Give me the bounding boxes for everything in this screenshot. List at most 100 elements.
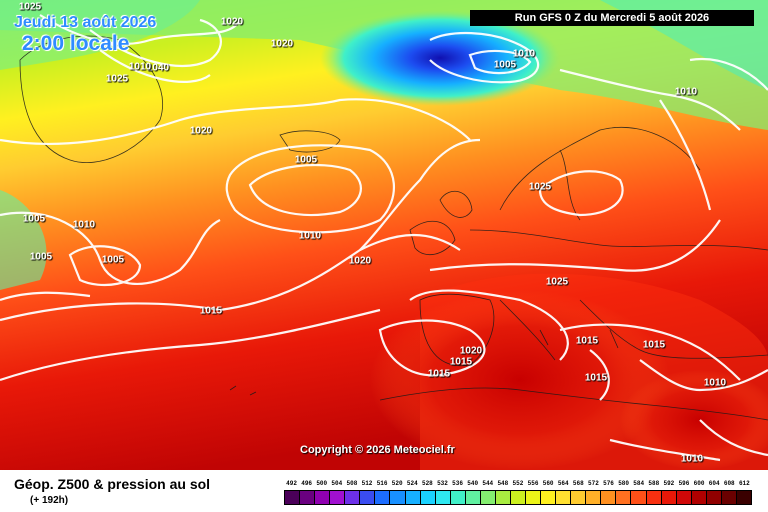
scale-tick-label: 564	[557, 480, 569, 487]
scale-swatch	[721, 491, 737, 504]
scale-tick-label: 504	[331, 480, 343, 487]
scale-tick-label: 496	[301, 480, 313, 487]
scale-tick-label: 508	[346, 480, 358, 487]
scale-tick-label: 560	[542, 480, 554, 487]
scale-tick-label: 552	[512, 480, 524, 487]
scale-swatch	[360, 491, 376, 504]
scale-tick-label: 604	[708, 480, 720, 487]
scale-tick-label: 516	[376, 480, 388, 487]
isobar-label: 1015	[584, 372, 608, 384]
scale-swatch	[556, 491, 572, 504]
scale-swatch	[375, 491, 391, 504]
isobar-label: 1005	[22, 213, 46, 225]
isobar-label: 1010	[680, 453, 704, 465]
scale-swatch	[390, 491, 406, 504]
scale-swatch	[676, 491, 692, 504]
scale-swatch	[601, 491, 617, 504]
scale-swatch	[405, 491, 421, 504]
scale-swatch	[706, 491, 722, 504]
isobar-label: 1040	[146, 62, 170, 74]
scale-swatch	[616, 491, 632, 504]
scale-swatch	[736, 491, 751, 504]
scale-tick-label: 524	[406, 480, 418, 487]
scale-tick-label: 612	[738, 480, 750, 487]
isobar-label: 1005	[294, 154, 318, 166]
isobar-label: 1025	[18, 1, 42, 13]
scale-tick-label: 608	[723, 480, 735, 487]
isobar-label: 1010	[512, 48, 536, 60]
forecast-hour: (+ 192h)	[30, 495, 69, 506]
scale-swatch	[300, 491, 316, 504]
isobar-label: 1020	[348, 255, 372, 267]
isobar-label: 1015	[575, 335, 599, 347]
isobar-label: 1005	[101, 254, 125, 266]
isobar-label: 1010	[674, 86, 698, 98]
scale-tick-label: 584	[633, 480, 645, 487]
scale-swatch	[646, 491, 662, 504]
isobar-label: 1010	[703, 377, 727, 389]
scale-swatch	[420, 491, 436, 504]
scale-tick-label: 540	[467, 480, 479, 487]
coastlines	[19, 35, 768, 421]
isobar-label: 1025	[528, 181, 552, 193]
scale-swatch	[450, 491, 466, 504]
scale-swatch	[285, 491, 301, 504]
isobar-label: 1005	[29, 251, 53, 263]
scale-swatch	[435, 491, 451, 504]
scale-swatch	[691, 491, 707, 504]
scale-tick-label: 500	[316, 480, 328, 487]
scale-swatch	[631, 491, 647, 504]
isobar-label: 1015	[642, 339, 666, 351]
model-run-banner: Run GFS 0 Z du Mercredi 5 août 2026	[470, 10, 754, 26]
isobar-label: 1015	[449, 356, 473, 368]
forecast-date: Jeudi 13 août 2026	[14, 14, 157, 31]
scale-swatch	[541, 491, 557, 504]
scale-swatch	[510, 491, 526, 504]
scale-swatch	[330, 491, 346, 504]
isobar-label: 1025	[545, 276, 569, 288]
scale-tick-label: 588	[648, 480, 660, 487]
scale-swatch	[526, 491, 542, 504]
copyright-notice: Copyright © 2026 Meteociel.fr	[300, 444, 455, 456]
scale-tick-label: 576	[603, 480, 614, 487]
scale-tick-label: 592	[663, 480, 675, 487]
isobar-label: 1010	[128, 61, 152, 73]
scale-swatch	[661, 491, 677, 504]
isobar-label: 1015	[427, 368, 451, 380]
isobar-label: 1015	[199, 305, 223, 317]
scale-tick-label: 556	[527, 480, 539, 487]
scale-tick-label: 600	[693, 480, 705, 487]
scale-tick-label: 536	[452, 480, 463, 487]
scale-tick-label: 572	[588, 480, 599, 487]
isobar-label: 1020	[189, 125, 213, 137]
scale-tick-label: 528	[421, 480, 433, 487]
scale-tick-label: 512	[361, 480, 373, 487]
scale-tick-label: 548	[497, 480, 509, 487]
geopotential-field	[0, 0, 768, 470]
color-scale-bar	[284, 490, 752, 505]
scale-tick-label: 492	[286, 480, 297, 487]
weather-map: Jeudi 13 août 2026 2:00 locale Run GFS 0…	[0, 0, 768, 470]
isobar-label: 1020	[270, 38, 294, 50]
scale-tick-label: 596	[678, 480, 690, 487]
scale-swatch	[345, 491, 361, 504]
isobars	[0, 14, 768, 462]
scale-swatch	[465, 491, 481, 504]
isobar-label: 1010	[298, 230, 322, 242]
scale-swatch	[315, 491, 331, 504]
scale-swatch	[495, 491, 511, 504]
scale-tick-label: 568	[572, 480, 584, 487]
scale-tick-label: 532	[437, 480, 448, 487]
map-title: Géop. Z500 & pression au sol	[14, 476, 211, 492]
isobar-label: 1005	[493, 59, 517, 71]
isobar-label: 1010	[72, 219, 96, 231]
scale-swatch	[586, 491, 602, 504]
scale-swatch	[571, 491, 587, 504]
scale-tick-label: 544	[482, 480, 494, 487]
scale-tick-label: 520	[391, 480, 403, 487]
isobar-label: 1020	[220, 16, 244, 28]
isobar-label: 1025	[105, 73, 129, 85]
isobar-label: 1020	[459, 345, 483, 357]
color-scale-labels: 492 496 500 504 508 512 516 520 524 528 532 536 540 5…	[284, 479, 752, 489]
scale-swatch	[480, 491, 496, 504]
